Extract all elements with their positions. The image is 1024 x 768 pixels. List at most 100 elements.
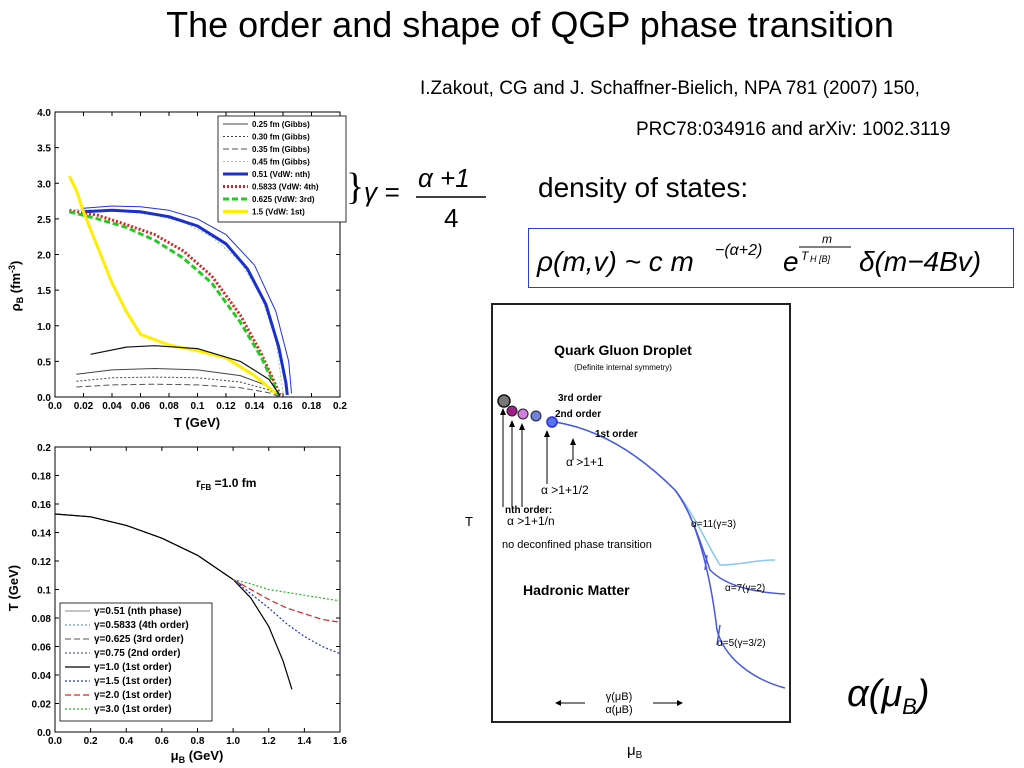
droplet-3rd bbox=[517, 408, 529, 420]
gamma-lhs: γ = bbox=[364, 177, 399, 207]
diagram-frame bbox=[491, 303, 791, 723]
chart1-series-line bbox=[83, 205, 292, 394]
rho-main: ρ(m,v) ~ c m bbox=[536, 246, 694, 277]
chart1-x-tick-label: 0.08 bbox=[159, 401, 179, 412]
chart2-x-tick-label: 1.0 bbox=[226, 736, 240, 747]
chart1-legend-label: 0.51 (VdW: nth) bbox=[252, 170, 310, 179]
label-2nd-order: 2nd order bbox=[555, 409, 601, 420]
chart2-y-tick-label: 0.18 bbox=[32, 472, 52, 483]
label-gamma32: α=5(γ=3/2) bbox=[717, 638, 766, 649]
chart2-x-tick-label: 1.4 bbox=[297, 736, 311, 747]
chart1-y-tick-label: 4.0 bbox=[37, 108, 51, 119]
chart1-y-axis-label: ρB (fm-3) bbox=[7, 261, 25, 312]
rho-delta: δ(m−4Bv) bbox=[859, 246, 981, 277]
chart1-y-tick-label: 2.5 bbox=[37, 215, 51, 226]
curve-tick-2 bbox=[716, 624, 721, 646]
slide-title: The order and shape of QGP phase transit… bbox=[166, 4, 894, 45]
chart1-legend-frame bbox=[217, 115, 347, 223]
chart1-x-tick-label: 0.0 bbox=[48, 401, 62, 412]
label-alpha-1: α >1+1 bbox=[566, 455, 604, 469]
diagram-mu-axis: μB bbox=[627, 742, 643, 761]
chart1-x-tick-label: 0.14 bbox=[245, 401, 265, 412]
diagram-subtitle: (Definite internal symmetry) bbox=[574, 363, 672, 372]
chart1-y-tick-label: 0.0 bbox=[37, 393, 51, 404]
label-1st-order: 1st order bbox=[595, 429, 638, 440]
droplet-nth bbox=[497, 394, 511, 408]
chart2-series-line bbox=[54, 513, 293, 690]
diagram-title: Quark Gluon Droplet bbox=[554, 342, 692, 358]
brace-symbol: } bbox=[346, 166, 364, 208]
curve-gamma32 bbox=[674, 489, 786, 689]
rho-exp2-num: m bbox=[822, 232, 832, 246]
chart2-legend: γ=0.51 (nth phase) γ=0.5833 (4th order) γ=… bbox=[59, 602, 213, 722]
label-gamma3: α=11(γ=3) bbox=[691, 519, 736, 530]
chart2-legend-label: γ=0.625 (3rd order) bbox=[94, 634, 184, 645]
chart1-series bbox=[67, 175, 292, 398]
chart2-annotation: rFB =1.0 fm bbox=[196, 476, 256, 492]
arrowhead-magenta bbox=[509, 420, 515, 427]
chart1-x-axis-label: T (GeV) bbox=[174, 415, 220, 430]
svg-text:α(μB): α(μB) bbox=[847, 673, 930, 719]
chart1-x-tick-label: 0.06 bbox=[131, 401, 151, 412]
chart1-y-tick-label: 1.5 bbox=[37, 286, 51, 297]
chart2-series-line bbox=[232, 579, 341, 655]
label-no-transition: no deconfined phase transition bbox=[502, 539, 652, 551]
chart2-y-tick-label: 0.1 bbox=[37, 586, 51, 597]
chart2-y-tick-label: 0.02 bbox=[32, 700, 52, 711]
chart1-series-line bbox=[69, 208, 282, 396]
chart2-legend-label: γ=0.5833 (4th order) bbox=[94, 620, 189, 631]
chart1-series-line bbox=[76, 383, 281, 398]
chart1-legend: 0.25 fm (Gibbs) 0.30 fm (Gibbs) 0.35 fm (G… bbox=[217, 115, 347, 223]
gamma-numerator: α +1 bbox=[418, 163, 470, 193]
label-alpha-half: α >1+1/2 bbox=[541, 483, 589, 497]
label-alpha-mu-diagram: α(μB) bbox=[605, 704, 632, 716]
chart2-series bbox=[54, 513, 341, 690]
chart2-legend-label: γ=1.0 (1st order) bbox=[94, 662, 172, 673]
chart1-legend-label: 0.25 fm (Gibbs) bbox=[252, 120, 310, 129]
chart2-y-tick-label: 0.12 bbox=[32, 557, 52, 568]
chart2-legend-label: γ=1.5 (1st order) bbox=[94, 676, 172, 687]
reference-line-1: I.Zakout, CG and J. Schaffner-Bielich, N… bbox=[420, 78, 920, 99]
rho-e: e bbox=[783, 246, 799, 277]
arrowhead-3rd bbox=[519, 423, 525, 430]
chart2-legend-label: γ=0.51 (nth phase) bbox=[94, 606, 182, 617]
chart1-x-tick-label: 0.16 bbox=[273, 401, 293, 412]
phase-diagram: Quark Gluon Droplet (Definite internal s… bbox=[465, 303, 791, 761]
rho-formula-box: ρ(m,v) ~ c m −(α+2) e m T H [B] δ(m−4Bv) bbox=[528, 228, 1014, 288]
chart1-y-tick-label: 0.5 bbox=[37, 357, 51, 368]
chart2-x-tick-label: 0.0 bbox=[48, 736, 62, 747]
svg-text:ρB (fm-3): ρB (fm-3) bbox=[7, 261, 25, 312]
label-nth-order: nth order: bbox=[505, 505, 552, 516]
chart1-x-tick-label: 0.2 bbox=[333, 401, 347, 412]
chart2-series-line bbox=[232, 578, 341, 623]
chart2-legend-label: γ=3.0 (1st order) bbox=[94, 704, 172, 715]
rho-exp2-sub: H [B] bbox=[810, 254, 831, 264]
arrowhead-2nd bbox=[544, 430, 550, 437]
droplet-magenta bbox=[506, 405, 518, 417]
label-gamma-mu: γ(μB) bbox=[606, 691, 633, 703]
label-alpha-n: α >1+1/n bbox=[507, 514, 555, 528]
chart2-legend-label: γ=2.0 (1st order) bbox=[94, 690, 172, 701]
chart2-y-tick-label: 0.14 bbox=[32, 529, 52, 540]
chart1-series-line bbox=[90, 345, 281, 396]
chart1-legend-label: 1.5 (VdW: 1st) bbox=[252, 208, 305, 217]
chart2-y-tick-label: 0.16 bbox=[32, 500, 52, 511]
chart1-x-tick-label: 0.02 bbox=[74, 401, 94, 412]
chart2-x-tick-label: 1.2 bbox=[262, 736, 276, 747]
chart1-series-line bbox=[67, 175, 277, 395]
chart2-x-tick-label: 0.2 bbox=[84, 736, 98, 747]
droplet-2nd bbox=[530, 410, 542, 422]
chart1-series-line bbox=[83, 208, 289, 396]
chart2-y-tick-label: 0.08 bbox=[32, 614, 52, 625]
chart1-x-tick-label: 0.04 bbox=[102, 401, 122, 412]
gamma-formula: } γ = α +1 4 bbox=[346, 163, 486, 233]
chart2-y-tick-label: 0.2 bbox=[37, 443, 51, 454]
chart2-y-tick-label: 0.0 bbox=[37, 728, 51, 739]
chart2-x-tick-label: 1.6 bbox=[333, 736, 347, 747]
chart1-y-tick-label: 3.0 bbox=[37, 179, 51, 190]
diagram-t-axis: T bbox=[465, 514, 473, 529]
chart2-y-axis-label: T (GeV) bbox=[6, 565, 21, 611]
chart2-y-tick-label: 0.04 bbox=[32, 671, 52, 682]
label-gamma2: α=7(γ=2) bbox=[725, 583, 765, 594]
density-temperature-chart: 0.0 0.02 0.04 0.06 0.08 0.1 0.12 0.14 0.16 0.18 0.… bbox=[7, 108, 347, 430]
